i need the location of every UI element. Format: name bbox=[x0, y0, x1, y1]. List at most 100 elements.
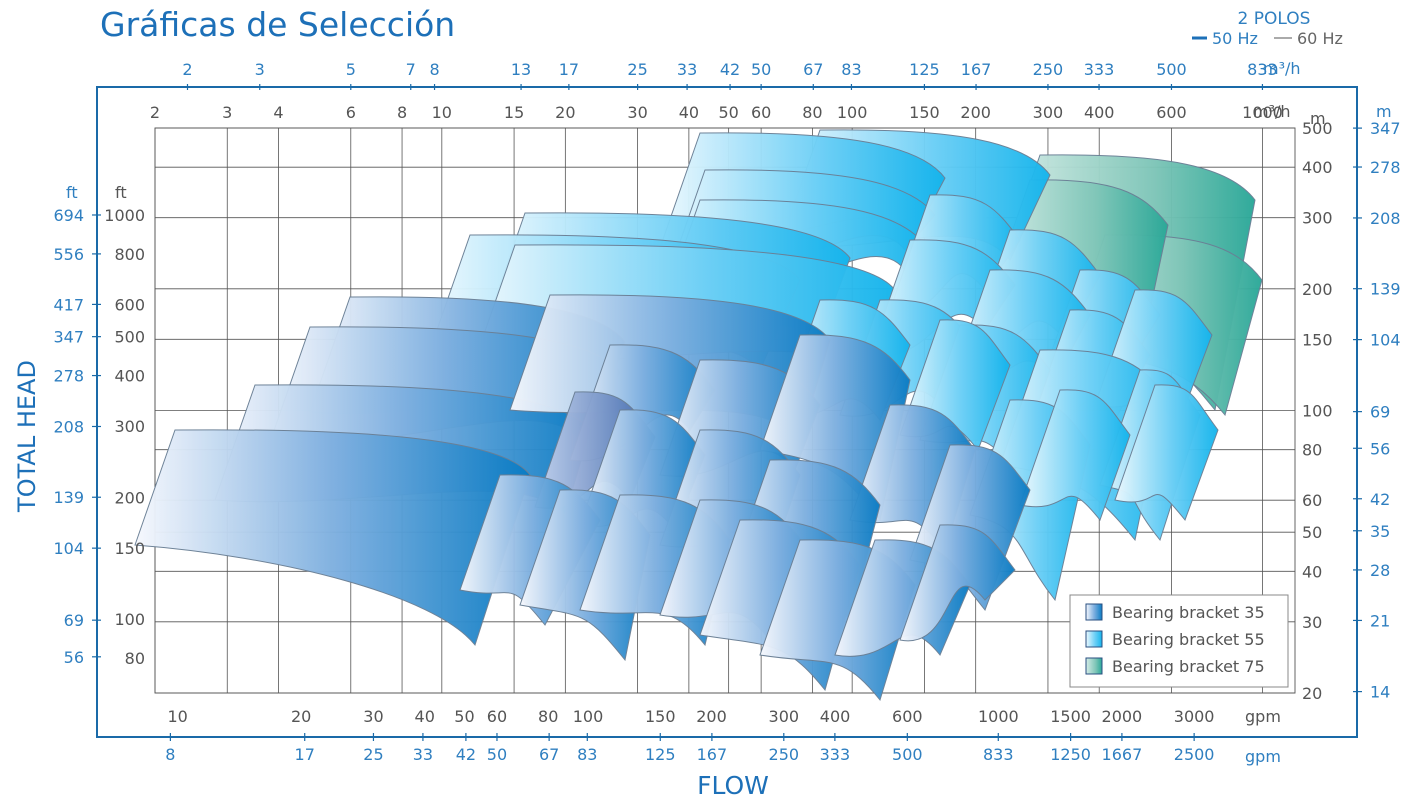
x-tick-top-outer-7: 25 bbox=[627, 60, 647, 79]
x-tick-bottom-inner-7: 100 bbox=[573, 707, 604, 726]
x-tick-bottom-outer-14: 1250 bbox=[1050, 745, 1091, 764]
unit-outer-m: m bbox=[1376, 102, 1392, 121]
x-tick-top-inner-13: 100 bbox=[837, 103, 868, 122]
y-tick-right-outer-1: 278 bbox=[1370, 158, 1401, 177]
x-tick-bottom-inner-0: 10 bbox=[167, 707, 187, 726]
x-tick-top-outer-17: 500 bbox=[1156, 60, 1187, 79]
unit-top-inner: m³/h bbox=[1253, 102, 1291, 121]
y-tick-left-outer-9: 56 bbox=[64, 648, 84, 667]
y-tick-left-outer-8: 69 bbox=[64, 611, 84, 630]
y-tick-right-inner-3: 200 bbox=[1302, 280, 1333, 299]
x-tick-bottom-inner-16: 3000 bbox=[1174, 707, 1215, 726]
chart-title: Gráficas de Selección bbox=[100, 5, 455, 44]
x-tick-top-outer-9: 42 bbox=[720, 60, 740, 79]
x-tick-bottom-outer-5: 50 bbox=[487, 745, 507, 764]
unit-inner-ft: ft bbox=[115, 183, 127, 202]
y-tick-left-inner-3: 500 bbox=[114, 328, 145, 347]
y-tick-right-inner-9: 40 bbox=[1302, 562, 1322, 581]
x-tick-top-inner-15: 200 bbox=[960, 103, 991, 122]
y-tick-right-inner-8: 50 bbox=[1302, 523, 1322, 542]
x-tick-bottom-inner-1: 20 bbox=[291, 707, 311, 726]
y-tick-right-outer-11: 14 bbox=[1370, 683, 1390, 702]
y-tick-left-inner-5: 300 bbox=[114, 417, 145, 436]
x-tick-bottom-inner-6: 80 bbox=[538, 707, 558, 726]
y-tick-right-outer-3: 139 bbox=[1370, 280, 1401, 299]
x-tick-bottom-outer-8: 125 bbox=[645, 745, 676, 764]
legend-box bbox=[1069, 594, 1289, 688]
y-tick-right-inner-11: 20 bbox=[1302, 684, 1322, 703]
x-tick-bottom-outer-3: 33 bbox=[413, 745, 433, 764]
x-tick-bottom-inner-2: 30 bbox=[363, 707, 383, 726]
x-tick-top-outer-1: 3 bbox=[255, 60, 265, 79]
y-tick-left-outer-1: 556 bbox=[53, 245, 84, 264]
x-tick-bottom-inner-15: 2000 bbox=[1102, 707, 1143, 726]
x-tick-bottom-outer-6: 67 bbox=[539, 745, 559, 764]
x-tick-top-inner-1: 3 bbox=[222, 103, 232, 122]
pump-curve-29 bbox=[134, 429, 531, 647]
y-tick-right-outer-2: 208 bbox=[1370, 209, 1401, 228]
x-tick-bottom-outer-11: 333 bbox=[820, 745, 851, 764]
x-tick-top-inner-19: 1000 bbox=[1242, 103, 1283, 122]
y-tick-right-outer-10: 21 bbox=[1370, 611, 1390, 630]
x-axis-title: FLOW bbox=[697, 771, 769, 800]
x-tick-top-inner-0: 2 bbox=[150, 103, 160, 122]
y-tick-left-inner-2: 600 bbox=[114, 296, 145, 315]
y-tick-right-inner-6: 80 bbox=[1302, 441, 1322, 460]
x-tick-bottom-outer-16: 2500 bbox=[1174, 745, 1215, 764]
x-tick-top-outer-4: 8 bbox=[429, 60, 439, 79]
y-tick-left-inner-8: 100 bbox=[114, 610, 145, 629]
x-tick-top-inner-16: 300 bbox=[1033, 103, 1064, 122]
x-tick-bottom-inner-11: 400 bbox=[820, 707, 851, 726]
y-tick-right-inner-7: 60 bbox=[1302, 491, 1322, 510]
x-tick-top-inner-14: 150 bbox=[909, 103, 940, 122]
x-tick-bottom-outer-13: 833 bbox=[983, 745, 1014, 764]
x-tick-bottom-outer-2: 25 bbox=[363, 745, 383, 764]
pump-curve-25 bbox=[1019, 389, 1131, 522]
pump-curve-47 bbox=[899, 524, 1016, 642]
legend-swatch-35 bbox=[1085, 603, 1103, 621]
x-tick-top-outer-2: 5 bbox=[346, 60, 356, 79]
unit-bottom-outer: gpm bbox=[1245, 747, 1281, 766]
x-tick-top-outer-6: 17 bbox=[559, 60, 579, 79]
legend-swatch-75 bbox=[1085, 657, 1103, 675]
x-tick-top-outer-10: 50 bbox=[751, 60, 771, 79]
y-tick-left-inner-7: 150 bbox=[114, 539, 145, 558]
unit-top-outer: m³/h bbox=[1263, 59, 1301, 78]
y-tick-right-outer-6: 56 bbox=[1370, 439, 1390, 458]
unit-inner-m: m bbox=[1310, 109, 1326, 128]
x-tick-bottom-inner-3: 40 bbox=[415, 707, 435, 726]
x-tick-bottom-outer-9: 167 bbox=[697, 745, 728, 764]
x-tick-top-inner-3: 6 bbox=[346, 103, 356, 122]
x-tick-top-outer-12: 83 bbox=[841, 60, 861, 79]
hz60-label: 60 Hz bbox=[1297, 29, 1343, 48]
y-tick-left-inner-6: 200 bbox=[114, 488, 145, 507]
x-tick-top-outer-3: 7 bbox=[406, 60, 416, 79]
y-tick-left-inner-1: 800 bbox=[114, 245, 145, 264]
x-tick-top-outer-11: 67 bbox=[803, 60, 823, 79]
y-tick-right-inner-2: 300 bbox=[1302, 209, 1333, 228]
y-tick-left-outer-6: 139 bbox=[53, 488, 84, 507]
legend-label-75: Bearing bracket 75 bbox=[1112, 657, 1265, 676]
unit-bottom-inner: gpm bbox=[1245, 707, 1281, 726]
x-tick-bottom-inner-12: 600 bbox=[892, 707, 923, 726]
x-tick-top-inner-6: 15 bbox=[504, 103, 524, 122]
y-tick-left-outer-4: 278 bbox=[53, 367, 84, 386]
legend-swatch-55 bbox=[1085, 630, 1103, 648]
x-tick-top-inner-5: 10 bbox=[432, 103, 452, 122]
y-tick-right-inner-5: 100 bbox=[1302, 402, 1333, 421]
x-tick-top-inner-10: 50 bbox=[718, 103, 738, 122]
axis-ticks: 2 3 4 6 8 10 15 20 30 40 50 60 80 100 150 200 300 400 600 1… bbox=[53, 60, 1400, 764]
x-tick-top-inner-4: 8 bbox=[397, 103, 407, 122]
y-axis-title: TOTAL HEAD bbox=[13, 360, 41, 513]
legend-label-35: Bearing bracket 35 bbox=[1112, 603, 1265, 622]
x-tick-top-inner-18: 600 bbox=[1156, 103, 1187, 122]
x-tick-bottom-outer-0: 8 bbox=[165, 745, 175, 764]
x-tick-top-inner-2: 4 bbox=[273, 103, 283, 122]
legend-label-55: Bearing bracket 55 bbox=[1112, 630, 1265, 649]
x-tick-top-inner-12: 80 bbox=[802, 103, 822, 122]
x-tick-bottom-inner-13: 1000 bbox=[978, 707, 1019, 726]
x-tick-bottom-inner-14: 1500 bbox=[1050, 707, 1091, 726]
poles-label: 2 POLOS bbox=[1238, 9, 1311, 29]
pump-curve-21 bbox=[1114, 384, 1219, 522]
x-tick-bottom-outer-1: 17 bbox=[295, 745, 315, 764]
